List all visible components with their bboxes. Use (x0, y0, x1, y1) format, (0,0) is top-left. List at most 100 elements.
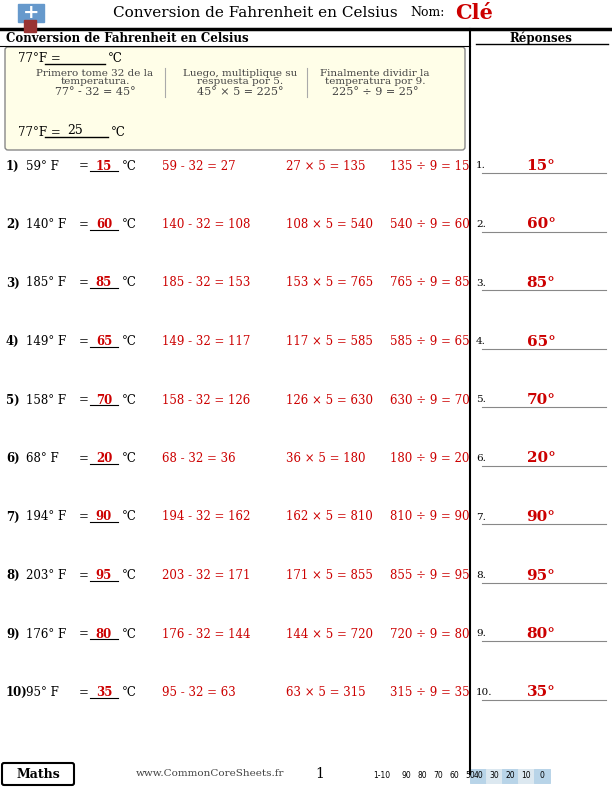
Text: 40: 40 (473, 771, 483, 780)
Text: 2.: 2. (476, 220, 486, 229)
Text: 59° F: 59° F (26, 159, 59, 173)
Text: 5.: 5. (476, 395, 486, 405)
Text: 8): 8) (6, 569, 20, 582)
Text: Conversion de Fahrenheit en Celsius: Conversion de Fahrenheit en Celsius (113, 6, 397, 20)
Text: 176° F: 176° F (26, 627, 66, 641)
Text: 171 × 5 = 855: 171 × 5 = 855 (286, 569, 373, 582)
Text: 27 × 5 = 135: 27 × 5 = 135 (286, 159, 365, 173)
Text: =: = (79, 452, 89, 465)
Text: 315 ÷ 9 = 35: 315 ÷ 9 = 35 (390, 686, 469, 699)
Text: 225° ÷ 9 = 25°: 225° ÷ 9 = 25° (332, 87, 418, 97)
Text: 2): 2) (6, 218, 20, 231)
Text: 45° × 5 = 225°: 45° × 5 = 225° (196, 87, 283, 97)
Text: 65: 65 (96, 335, 112, 348)
Bar (534, 769, 550, 783)
Text: 0: 0 (540, 771, 545, 780)
Text: 203° F: 203° F (26, 569, 66, 582)
Text: 35: 35 (96, 686, 112, 699)
Text: 9.: 9. (476, 630, 486, 638)
Text: °C: °C (122, 686, 137, 699)
Text: 108 × 5 = 540: 108 × 5 = 540 (286, 218, 373, 231)
Bar (486, 769, 502, 783)
Text: 80: 80 (96, 627, 112, 641)
Text: 185° F: 185° F (26, 276, 66, 290)
Text: 85: 85 (96, 276, 112, 290)
Text: +: + (23, 4, 39, 22)
Text: 1.: 1. (476, 162, 486, 170)
Text: 630 ÷ 9 = 70: 630 ÷ 9 = 70 (390, 394, 470, 406)
Text: 77°F =: 77°F = (18, 125, 64, 139)
Text: 10): 10) (6, 686, 28, 699)
Text: 10: 10 (521, 771, 531, 780)
Bar (18, 4, 44, 22)
Text: Nom:: Nom: (410, 6, 444, 20)
Text: 3): 3) (6, 276, 20, 290)
Text: Primero tome 32 de la: Primero tome 32 de la (37, 68, 154, 78)
Text: Maths: Maths (16, 767, 60, 780)
Text: °C: °C (122, 335, 137, 348)
Text: 4): 4) (6, 335, 20, 348)
Text: 68° F: 68° F (26, 452, 59, 465)
Text: 1): 1) (6, 159, 20, 173)
Text: 135 ÷ 9 = 15: 135 ÷ 9 = 15 (390, 159, 469, 173)
Bar (398, 769, 414, 783)
Text: °C: °C (122, 627, 137, 641)
Bar (446, 769, 462, 783)
Text: =: = (79, 335, 89, 348)
Text: temperatura.: temperatura. (61, 78, 130, 86)
Text: 158° F: 158° F (26, 394, 66, 406)
Text: 3.: 3. (476, 279, 486, 287)
Text: 80: 80 (417, 771, 427, 780)
Text: 70: 70 (96, 394, 112, 406)
Text: 194 - 32 = 162: 194 - 32 = 162 (162, 511, 250, 524)
Text: 4.: 4. (476, 337, 486, 346)
Text: =: = (79, 686, 89, 699)
Bar (518, 769, 534, 783)
Text: 144 × 5 = 720: 144 × 5 = 720 (286, 627, 373, 641)
Text: 158 - 32 = 126: 158 - 32 = 126 (162, 394, 250, 406)
Text: °C: °C (122, 276, 137, 290)
Text: 9): 9) (6, 627, 20, 641)
FancyBboxPatch shape (2, 763, 74, 785)
Text: =: = (79, 276, 89, 290)
Text: 194° F: 194° F (26, 511, 66, 524)
Text: 70°: 70° (526, 393, 556, 407)
Text: °C: °C (122, 569, 137, 582)
Text: °C: °C (108, 52, 123, 66)
Bar (414, 769, 430, 783)
Bar (430, 769, 446, 783)
Text: 10.: 10. (476, 688, 493, 697)
Text: 63 × 5 = 315: 63 × 5 = 315 (286, 686, 365, 699)
Text: 85°: 85° (526, 276, 556, 290)
Text: 59 - 32 = 27: 59 - 32 = 27 (162, 159, 236, 173)
Text: 176 - 32 = 144: 176 - 32 = 144 (162, 627, 250, 641)
Text: 70: 70 (433, 771, 443, 780)
Text: Conversion de Fahrenheit en Celsius: Conversion de Fahrenheit en Celsius (6, 32, 248, 44)
Text: °C: °C (122, 159, 137, 173)
Text: 203 - 32 = 171: 203 - 32 = 171 (162, 569, 250, 582)
Text: 25: 25 (67, 124, 83, 138)
Text: 15°: 15° (526, 159, 556, 173)
Text: 1-10: 1-10 (373, 771, 390, 780)
Text: 720 ÷ 9 = 80: 720 ÷ 9 = 80 (390, 627, 469, 641)
Text: www.CommonCoreSheets.fr: www.CommonCoreSheets.fr (136, 770, 284, 779)
Text: 77° - 32 = 45°: 77° - 32 = 45° (54, 87, 135, 97)
Text: 77°F =: 77°F = (18, 52, 64, 66)
Text: 810 ÷ 9 = 90: 810 ÷ 9 = 90 (390, 511, 469, 524)
Text: 180 ÷ 9 = 20: 180 ÷ 9 = 20 (390, 452, 469, 465)
Text: respuesta por 5.: respuesta por 5. (197, 78, 283, 86)
Text: °C: °C (111, 125, 126, 139)
Text: 20: 20 (96, 452, 112, 465)
Text: 7.: 7. (476, 512, 486, 521)
Text: 117 × 5 = 585: 117 × 5 = 585 (286, 335, 373, 348)
Text: 1: 1 (316, 767, 324, 781)
Text: 149 - 32 = 117: 149 - 32 = 117 (162, 335, 250, 348)
Bar (502, 769, 518, 783)
Text: 90: 90 (401, 771, 411, 780)
Text: =: = (79, 218, 89, 231)
Text: 60°: 60° (526, 218, 556, 231)
Text: °C: °C (122, 511, 137, 524)
Text: 140 - 32 = 108: 140 - 32 = 108 (162, 218, 250, 231)
Text: 20°: 20° (526, 451, 556, 466)
Bar (366, 769, 398, 783)
